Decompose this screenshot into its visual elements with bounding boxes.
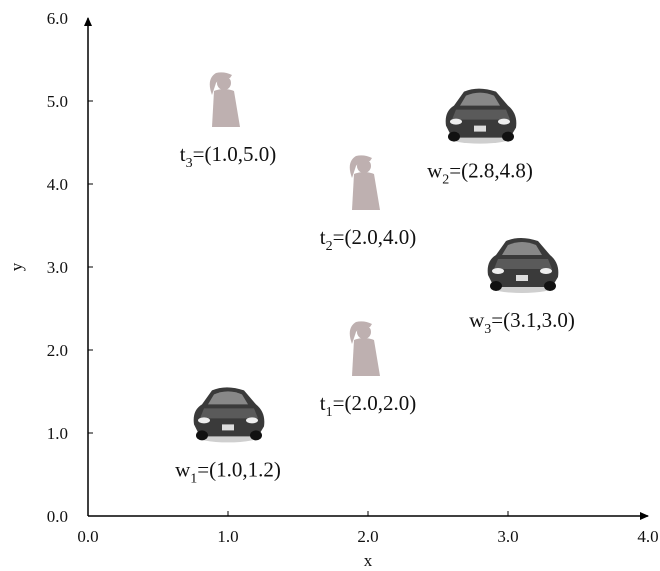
car-point: w2=(2.8,4.8) bbox=[427, 88, 533, 188]
point-label-subscript: 1 bbox=[326, 405, 333, 420]
point-label-base: w bbox=[427, 159, 443, 183]
person-point: t3=(1.0,5.0) bbox=[180, 72, 276, 171]
x-tick-label: 1.0 bbox=[217, 527, 238, 546]
point-label-coords: =(1.0,1.2) bbox=[197, 457, 281, 481]
x-tick-label: 2.0 bbox=[357, 527, 378, 546]
axis-ticks: 0.0 1.0 2.0 3.0 4.0 0.0 1.0 2.0 3.0 4.0 5.0 6.0 bbox=[47, 9, 659, 546]
point-label: w2=(2.8,4.8) bbox=[427, 159, 533, 188]
car-point: w1=(1.0,1.2) bbox=[175, 387, 281, 486]
point-label: t2=(2.0,4.0) bbox=[320, 225, 416, 254]
y-tick-label: 1.0 bbox=[47, 424, 68, 443]
person-icon bbox=[349, 321, 380, 376]
point-label-coords: =(2.8,4.8) bbox=[449, 159, 533, 183]
point-label-base: w bbox=[469, 308, 485, 332]
y-tick-label: 4.0 bbox=[47, 175, 68, 194]
data-points: t3=(1.0,5.0)t2=(2.0,4.0)t1=(2.0,2.0)w1=(… bbox=[175, 72, 575, 486]
y-tick-label: 3.0 bbox=[47, 258, 68, 277]
point-label-subscript: 1 bbox=[190, 471, 197, 486]
person-icon bbox=[349, 155, 380, 210]
car-point: w3=(3.1,3.0) bbox=[469, 238, 575, 337]
point-label-base: t bbox=[320, 225, 326, 249]
point-label-coords: =(1.0,5.0) bbox=[193, 142, 277, 166]
x-tick-label: 0.0 bbox=[77, 527, 98, 546]
point-label-subscript: 3 bbox=[484, 322, 491, 337]
point-label: w1=(1.0,1.2) bbox=[175, 457, 281, 486]
car-icon bbox=[445, 88, 517, 144]
point-label-base: t bbox=[320, 391, 326, 415]
point-label-subscript: 2 bbox=[326, 239, 333, 254]
point-label-coords: =(2.0,4.0) bbox=[333, 225, 417, 249]
point-label: t3=(1.0,5.0) bbox=[180, 142, 276, 171]
person-icon bbox=[209, 72, 240, 127]
y-tick-label: 2.0 bbox=[47, 341, 68, 360]
point-label-coords: =(2.0,2.0) bbox=[333, 391, 417, 415]
person-point: t2=(2.0,4.0) bbox=[320, 155, 416, 254]
y-tick-label: 6.0 bbox=[47, 9, 68, 28]
axes bbox=[84, 17, 649, 520]
point-label-base: w bbox=[175, 457, 191, 481]
x-axis-label: x bbox=[364, 551, 373, 570]
point-label: t1=(2.0,2.0) bbox=[320, 391, 416, 420]
point-label-coords: =(3.1,3.0) bbox=[491, 308, 575, 332]
y-tick-label: 5.0 bbox=[47, 92, 68, 111]
point-label: w3=(3.1,3.0) bbox=[469, 308, 575, 337]
point-label-subscript: 2 bbox=[442, 173, 449, 188]
person-point: t1=(2.0,2.0) bbox=[320, 321, 416, 420]
car-icon bbox=[193, 387, 265, 443]
x-tick-label: 4.0 bbox=[637, 527, 658, 546]
point-label-subscript: 3 bbox=[186, 156, 193, 171]
y-tick-label: 0.0 bbox=[47, 507, 68, 526]
car-icon bbox=[487, 238, 559, 293]
x-tick-label: 3.0 bbox=[497, 527, 518, 546]
y-axis-label: y bbox=[7, 262, 26, 271]
point-label-base: t bbox=[180, 142, 186, 166]
